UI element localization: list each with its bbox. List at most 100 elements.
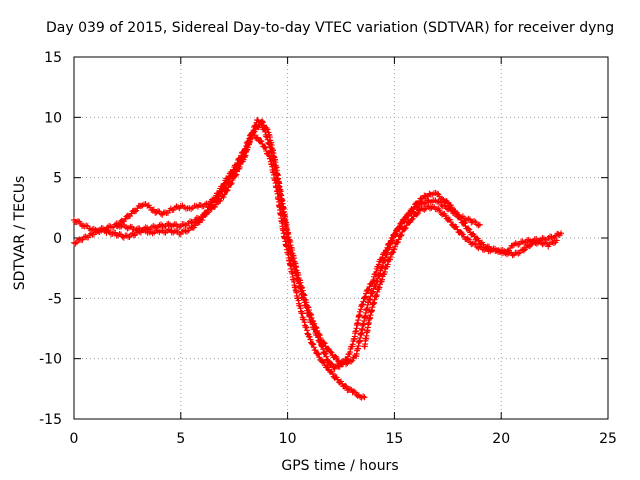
y-tick-label: -5 [48, 291, 62, 307]
data-point [371, 303, 375, 306]
data-point [427, 199, 430, 202]
data-point [352, 339, 356, 342]
data-point [83, 224, 86, 228]
data-point [190, 227, 193, 230]
data-point [418, 203, 422, 206]
data-point [478, 246, 482, 249]
data-point [294, 266, 298, 270]
data-point [115, 224, 118, 228]
data-point [179, 231, 182, 235]
data-point [444, 215, 447, 218]
data-point [461, 221, 464, 224]
data-point [504, 251, 507, 254]
data-point [346, 357, 349, 360]
data-point [461, 234, 464, 237]
data-point [365, 291, 368, 294]
data-point [188, 206, 191, 210]
data-point [196, 205, 200, 208]
data-point [444, 205, 447, 208]
data-point [559, 231, 563, 235]
data-point [158, 230, 161, 234]
data-point [363, 396, 366, 399]
data-point [301, 315, 304, 318]
data-point [359, 309, 362, 312]
data-point [495, 250, 499, 253]
data-point [205, 203, 208, 206]
data-point [384, 254, 388, 258]
data-point [435, 207, 439, 211]
data-point [81, 238, 84, 241]
data-point [72, 218, 76, 222]
data-point [158, 224, 161, 228]
data-point [147, 205, 150, 208]
data-point [132, 210, 136, 213]
data-point [410, 217, 413, 220]
data-point [320, 345, 323, 348]
data-point [376, 279, 379, 282]
data-point [512, 244, 516, 247]
x-tick-label: 10 [279, 431, 297, 447]
data-point [371, 279, 375, 282]
data-point [359, 394, 362, 398]
data-point [416, 200, 420, 203]
data-point [453, 211, 456, 214]
data-point [314, 349, 317, 352]
data-point [467, 229, 471, 232]
y-tick-label: 0 [53, 231, 62, 247]
data-point [453, 224, 456, 228]
data-point [521, 240, 524, 243]
data-point [529, 242, 533, 246]
data-point [200, 217, 204, 220]
series-track-c [113, 118, 483, 368]
y-tick-label: -15 [39, 412, 62, 428]
data-points [361, 203, 560, 350]
data-point [286, 230, 289, 234]
data-point [267, 130, 270, 134]
data-point [162, 212, 165, 216]
data-point [435, 193, 439, 196]
data-point [141, 203, 144, 206]
data-point [346, 362, 349, 365]
data-point [329, 351, 332, 354]
x-tick-label: 5 [176, 431, 185, 447]
data-point [252, 130, 255, 134]
data-point [179, 224, 182, 228]
data-point [262, 145, 266, 148]
x-tick-label: 20 [492, 431, 510, 447]
data-point [260, 120, 264, 124]
y-tick-label: 10 [44, 110, 62, 126]
data-point [222, 188, 225, 191]
data-point [363, 345, 366, 348]
data-point [89, 233, 93, 236]
data-point [288, 260, 291, 264]
x-axis-label: GPS time / hours [281, 458, 399, 474]
x-tick-label: 15 [385, 431, 403, 447]
series-track-b [71, 130, 368, 401]
data-point [333, 375, 336, 378]
data-point [179, 205, 182, 208]
data-point [326, 367, 330, 370]
data-point [149, 230, 153, 234]
data-point [538, 240, 541, 243]
data-point [410, 210, 413, 213]
data-point [269, 158, 272, 161]
data-point [282, 230, 285, 234]
data-point [307, 335, 311, 339]
data-point [147, 227, 150, 230]
data-point [168, 223, 172, 226]
data-point [542, 238, 546, 241]
data-point [487, 248, 490, 252]
data-point [98, 229, 101, 232]
data-point [418, 209, 422, 212]
data-point [427, 205, 430, 208]
data-point [367, 321, 370, 324]
data-point [354, 355, 358, 358]
x-tick-label: 25 [599, 431, 617, 447]
data-point [474, 236, 477, 240]
data-point [401, 229, 405, 232]
data-point [312, 321, 315, 324]
data-point [168, 229, 172, 232]
data-point [273, 158, 276, 161]
data-point [423, 195, 426, 199]
chart-title: Day 039 of 2015, Sidereal Day-to-day VTE… [46, 20, 615, 36]
